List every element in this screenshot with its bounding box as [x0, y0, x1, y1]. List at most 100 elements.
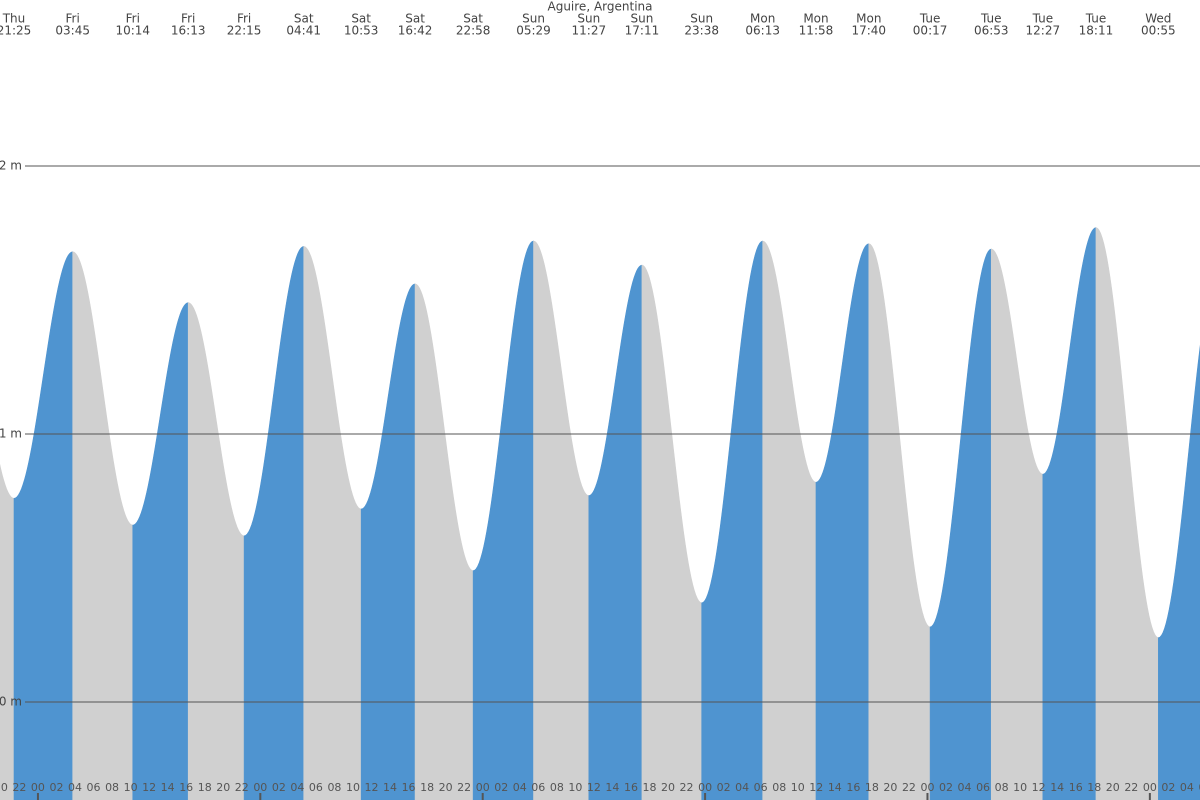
x-tick-label: 18 [1087, 781, 1101, 794]
x-tick-label: 22 [902, 781, 916, 794]
extreme-day: Sun [577, 12, 600, 26]
tide-segment [588, 264, 643, 800]
tide-segment [303, 246, 362, 800]
x-tick-label: 10 [791, 781, 805, 794]
x-tick-label: 12 [1032, 781, 1046, 794]
x-tick-label: 04 [958, 781, 972, 794]
extreme-day: Fri [237, 12, 251, 26]
extreme-time: 06:53 [974, 24, 1009, 38]
x-tick-label: 14 [828, 781, 842, 794]
x-tick-label: 12 [587, 781, 601, 794]
x-tick-label: 02 [717, 781, 731, 794]
x-tick-label: 16 [402, 781, 416, 794]
tide-segment [132, 302, 189, 800]
day-tick [259, 793, 262, 800]
tide-segment [701, 240, 763, 800]
x-tick-label: 10 [346, 781, 360, 794]
tide-segment [815, 243, 870, 800]
x-tick-label: 00 [1143, 781, 1157, 794]
x-tick-label: 22 [457, 781, 471, 794]
x-tick-label: 00 [31, 781, 45, 794]
x-tick-label: 00 [476, 781, 490, 794]
extreme-time: 21:25 [0, 24, 31, 38]
day-tick [481, 793, 484, 800]
x-tick-label: 08 [550, 781, 564, 794]
x-tick-label: 10 [568, 781, 582, 794]
extreme-time: 10:14 [115, 24, 150, 38]
x-tick-label: 02 [494, 781, 508, 794]
tide-segment [72, 251, 134, 800]
x-tick-label: 12 [142, 781, 156, 794]
x-tick-label: 04 [1180, 781, 1194, 794]
extreme-time: 11:27 [572, 24, 607, 38]
extreme-time: 06:13 [745, 24, 780, 38]
x-tick-label: 14 [161, 781, 175, 794]
extreme-day: Tue [1085, 12, 1107, 26]
x-tick-label: 06 [87, 781, 101, 794]
extreme-day: Wed [1145, 12, 1171, 26]
extreme-day: Tue [919, 12, 941, 26]
x-tick-label: 06 [531, 781, 545, 794]
extreme-time: 00:55 [1141, 24, 1176, 38]
x-tick-label: 02 [1161, 781, 1175, 794]
x-tick-label: 18 [420, 781, 434, 794]
tide-segment [1095, 227, 1159, 800]
tide-segment [360, 283, 416, 800]
extreme-day: Sat [294, 12, 314, 26]
x-tick-label: 16 [179, 781, 193, 794]
y-tick-label: 0 m [0, 695, 22, 709]
x-tick-label: 22 [1124, 781, 1138, 794]
extreme-day: Mon [803, 12, 828, 26]
x-tick-label: 04 [513, 781, 527, 794]
tide-segment [187, 302, 245, 800]
day-tick [704, 793, 707, 800]
extreme-day: Tue [980, 12, 1002, 26]
tide-segment [533, 240, 590, 800]
x-tick-label: 18 [642, 781, 656, 794]
tide-segment [243, 245, 305, 800]
chart-title: Aguire, Argentina [548, 0, 653, 14]
x-tick-label: 22 [235, 781, 249, 794]
x-tick-label: 18 [865, 781, 879, 794]
extreme-day: Sun [522, 12, 545, 26]
tide-segment [414, 283, 474, 800]
x-tick-label: 04 [735, 781, 749, 794]
tide-segment [762, 240, 817, 800]
x-tick-label: 06 [754, 781, 768, 794]
x-tick-label: 10 [124, 781, 138, 794]
x-tick-label: 16 [624, 781, 638, 794]
extreme-day: Fri [66, 12, 80, 26]
tide-segment [868, 243, 931, 800]
extreme-time: 11:58 [799, 24, 834, 38]
x-tick-label: 02 [49, 781, 63, 794]
extreme-time: 04:41 [286, 24, 321, 38]
extreme-time: 10:53 [344, 24, 379, 38]
x-tick-label: 18 [198, 781, 212, 794]
y-tick-label: 2 m [0, 159, 22, 173]
extreme-day: Fri [126, 12, 140, 26]
x-tick-label: 16 [846, 781, 860, 794]
x-tick-label: 08 [327, 781, 341, 794]
extreme-day: Sat [405, 12, 425, 26]
extreme-day: Sun [631, 12, 654, 26]
extreme-day: Mon [856, 12, 881, 26]
extreme-day: Sat [351, 12, 371, 26]
x-tick-label: 08 [105, 781, 119, 794]
extreme-time: 22:58 [456, 24, 491, 38]
extreme-day: Tue [1032, 12, 1054, 26]
x-tick-label: 14 [1050, 781, 1064, 794]
day-tick [36, 793, 39, 800]
x-tick-label: 20 [0, 781, 8, 794]
x-tick-label: 14 [605, 781, 619, 794]
x-tick-label: 06 [309, 781, 323, 794]
extreme-time: 00:17 [913, 24, 948, 38]
tide-segment [13, 251, 73, 800]
x-tick-label: 20 [1106, 781, 1120, 794]
x-tick-label: 08 [772, 781, 786, 794]
extreme-day: Mon [750, 12, 775, 26]
day-tick [1148, 793, 1151, 800]
extreme-day: Fri [181, 12, 195, 26]
x-tick-label: 12 [809, 781, 823, 794]
extreme-time: 22:15 [227, 24, 262, 38]
